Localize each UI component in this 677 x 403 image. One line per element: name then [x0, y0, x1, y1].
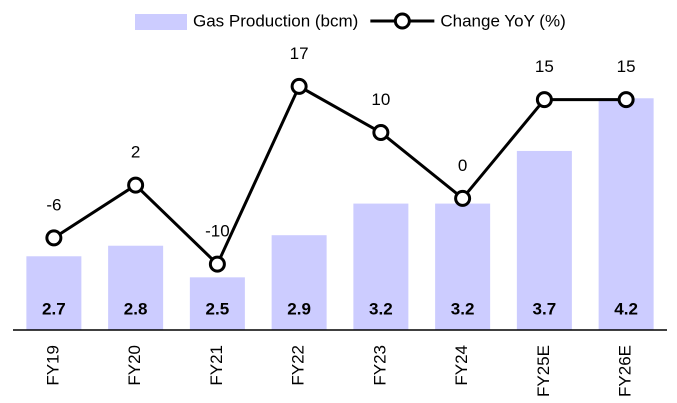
- line-marker: [290, 77, 308, 95]
- line-value-label: 0: [458, 156, 467, 175]
- bar: [353, 203, 409, 330]
- bar: [26, 256, 82, 330]
- x-tick-label: FY21: [207, 345, 226, 386]
- bar-value-label: 3.2: [451, 299, 475, 318]
- bar: [189, 277, 245, 330]
- bar-value-label: 2.9: [287, 299, 311, 318]
- line-value-label: 15: [617, 57, 636, 76]
- bar-value-label: 3.7: [533, 299, 557, 318]
- line-marker: [45, 229, 63, 247]
- x-tick-label: FY25E: [534, 345, 553, 397]
- line-value-label: 17: [290, 44, 309, 63]
- line: [53, 84, 627, 267]
- line-value-label: -10: [205, 222, 230, 241]
- line-marker: [208, 255, 226, 273]
- bar: [598, 98, 654, 331]
- bar-value-label: 2.5: [206, 299, 230, 318]
- bar-value-label: 4.2: [614, 299, 638, 318]
- x-tick-label: FY22: [289, 345, 308, 386]
- line-marker: [372, 124, 390, 141]
- line-marker: [454, 189, 472, 207]
- line-value-label: -6: [46, 195, 61, 214]
- bar: [435, 203, 491, 330]
- x-tick-label: FY26E: [616, 345, 635, 397]
- legend-label: Gas Production (bcm): [193, 11, 358, 30]
- line-value-label: 2: [131, 143, 140, 162]
- bar: [271, 235, 327, 330]
- line-marker: [535, 91, 553, 109]
- x-tick-label: FY23: [370, 345, 389, 386]
- legend-marker: [393, 12, 411, 30]
- legend-label: Change YoY (%): [440, 11, 565, 30]
- x-tick-label: FY19: [43, 345, 62, 386]
- x-tick-label: FY20: [125, 345, 144, 386]
- line-marker: [617, 91, 635, 109]
- line-value-label: 15: [535, 57, 554, 76]
- bar: [516, 150, 572, 330]
- bar-value-label: 2.8: [124, 299, 148, 318]
- line-value-label: 10: [371, 90, 390, 109]
- bar-value-label: 2.7: [42, 299, 66, 318]
- bar-value-label: 3.2: [369, 299, 393, 318]
- bar: [108, 245, 164, 330]
- line-marker: [127, 176, 145, 194]
- legend-swatch: [135, 14, 187, 30]
- x-tick-label: FY24: [452, 345, 471, 386]
